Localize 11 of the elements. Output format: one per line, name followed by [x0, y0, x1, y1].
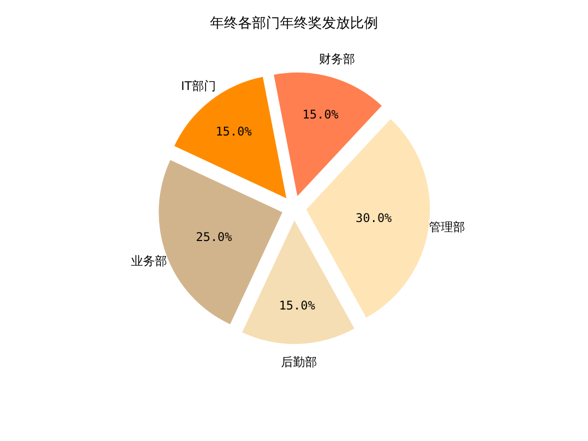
data-label: 15.0%	[216, 124, 252, 138]
slice-label: 后勤部	[281, 355, 317, 369]
data-label: 15.0%	[302, 107, 340, 122]
slice-label: 管理部	[429, 220, 465, 234]
slice-label: 业务部	[131, 254, 167, 268]
slice-label: 财务部	[319, 52, 355, 66]
data-label: 15.0%	[278, 298, 316, 312]
slice-label: IT部门	[181, 79, 216, 93]
data-label: 25.0%	[196, 230, 233, 244]
chart-title: 年终各部门年终奖发放比例	[210, 15, 378, 32]
data-label: 30.0%	[356, 210, 393, 225]
